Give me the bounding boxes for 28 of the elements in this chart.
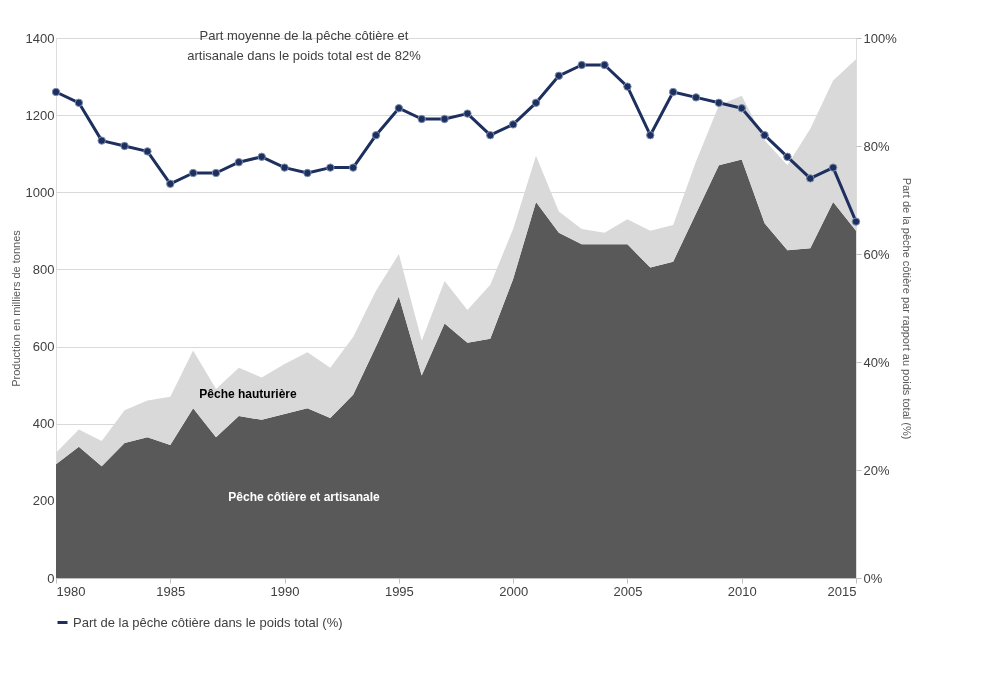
y-tick-label: 1200: [25, 107, 55, 123]
x-tick-label: 1985: [156, 583, 186, 599]
y2-tick-label: 100%: [863, 30, 898, 46]
legend-label: Part de la pêche côtière dans le poids total (%): [73, 614, 343, 630]
x-tick-label: 1990: [270, 583, 300, 599]
x-tick-label: 2010: [727, 583, 757, 599]
y2-tick-label: 20%: [863, 462, 890, 478]
y-tick-label: 1000: [25, 184, 55, 200]
series-label: Pêche côtière et artisanale: [228, 490, 381, 504]
x-tick-label: 2005: [613, 583, 643, 599]
y2-tick-label: 40%: [863, 354, 890, 370]
y-tick-label: 1400: [25, 30, 55, 46]
y2-axis-title: Part de la pêche côtière par rapport au poids total (%): [900, 177, 913, 440]
y-tick-label: 800: [32, 261, 55, 277]
y2-tick-label: 0%: [863, 570, 883, 586]
x-tick-label: 2015: [827, 583, 857, 599]
y-tick-label: 200: [32, 493, 55, 509]
y2-tick-label: 60%: [863, 246, 890, 262]
series-label: Pêche hauturière: [199, 387, 298, 402]
y-tick-label: 400: [32, 416, 55, 432]
y-tick-label: 0: [47, 570, 55, 586]
y-tick-label: 600: [32, 339, 55, 355]
y2-tick-label: 80%: [863, 138, 890, 154]
x-tick-label: 1980: [56, 583, 86, 599]
annotation: Part moyenne de la pêche côtière et artisanale dans le poids total est de 82%: [187, 28, 422, 63]
x-tick-label: 2000: [499, 583, 529, 599]
x-tick-label: 1995: [384, 583, 414, 599]
y-axis-title: Production en milliers de tonnes: [9, 229, 22, 387]
